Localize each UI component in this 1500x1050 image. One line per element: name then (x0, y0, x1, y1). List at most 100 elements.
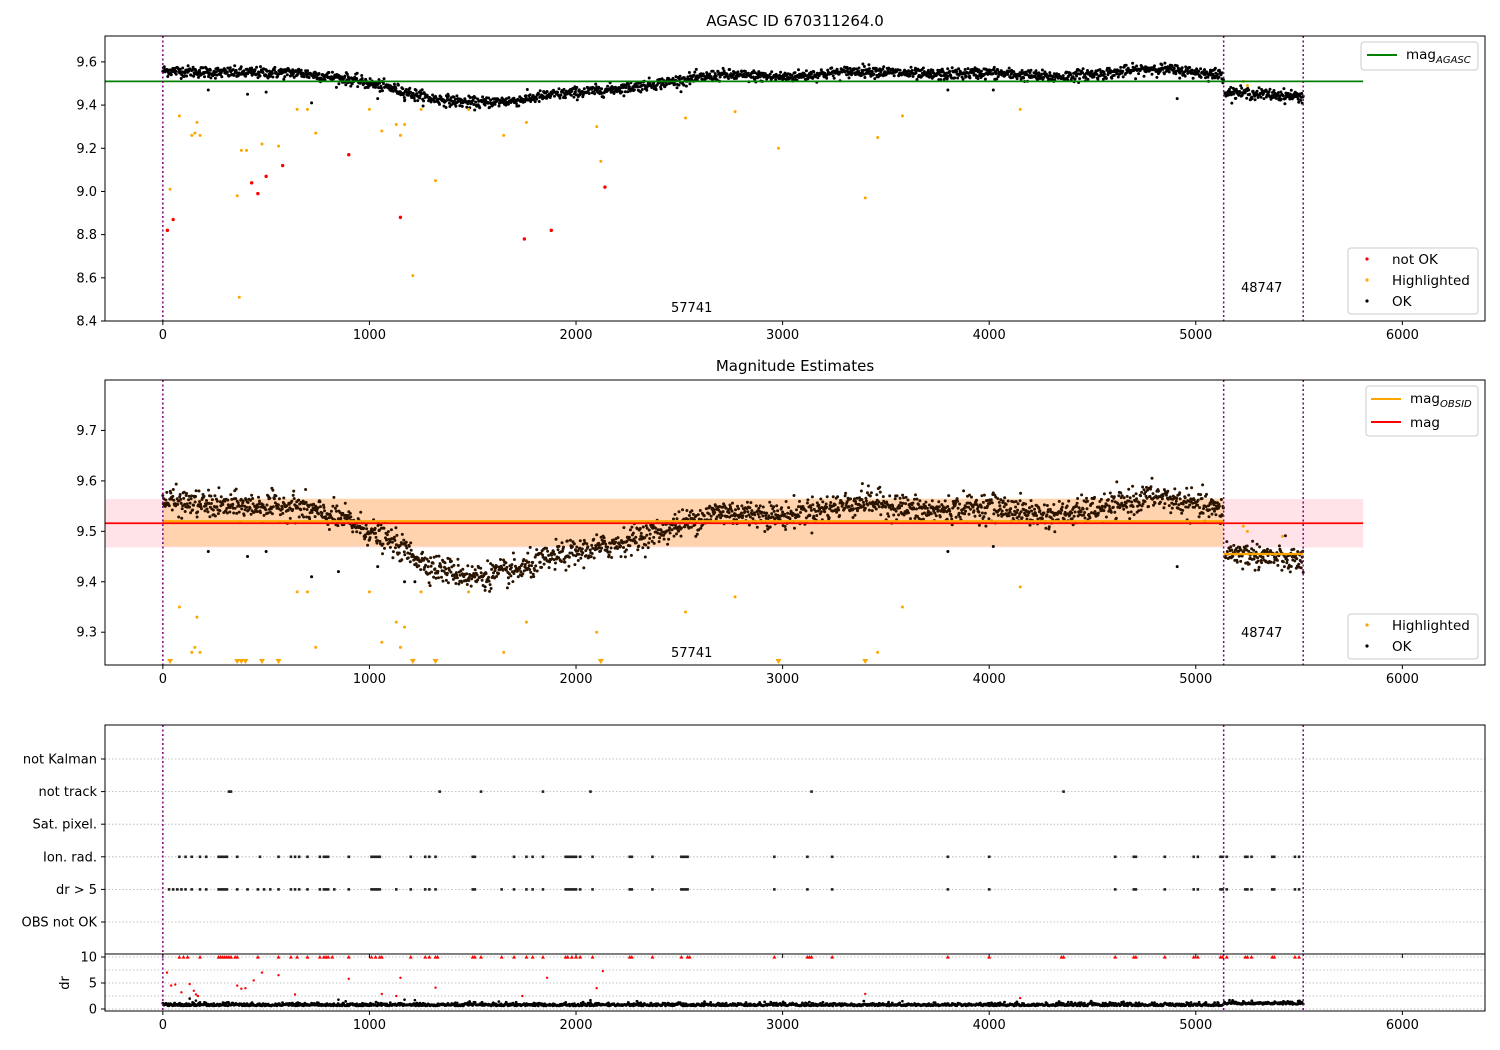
ok-point (779, 70, 783, 74)
flag-mark (500, 888, 503, 891)
ok-point (549, 94, 553, 98)
ok-point (261, 71, 265, 74)
ok-point (359, 510, 363, 514)
ok-point (273, 501, 277, 505)
ok-point (725, 72, 729, 76)
highlighted-point (295, 590, 299, 594)
ok-point (1003, 496, 1007, 500)
ok-point (1206, 75, 1210, 79)
ok-point (876, 502, 880, 506)
ok-point (755, 525, 759, 529)
ok-point (242, 69, 246, 73)
ok-point (811, 76, 815, 80)
ok-point (954, 515, 958, 519)
flag-mark (987, 855, 991, 859)
ok-point (741, 514, 745, 518)
ok-point (672, 534, 676, 538)
ok-point (234, 497, 238, 501)
ok-point (545, 546, 549, 550)
ok-point (171, 488, 175, 491)
ok-point (1020, 516, 1024, 520)
ok-point (505, 565, 509, 569)
panel1-obsid-label-1: 57741 (671, 301, 712, 316)
ok-point (1119, 65, 1123, 69)
ok-point (961, 77, 965, 81)
ok-point (804, 69, 808, 73)
ok-point (1163, 61, 1167, 65)
ok-point (1224, 556, 1228, 560)
ok-point (1245, 544, 1249, 548)
ok-point (453, 97, 457, 101)
ok-point (735, 76, 738, 80)
ok-point (203, 75, 206, 79)
ok-point (333, 506, 337, 510)
ok-point (946, 505, 950, 508)
flag-mark (204, 855, 208, 859)
ok-point (504, 97, 508, 101)
ok-point (888, 494, 892, 498)
ok-point (651, 523, 655, 527)
ok-point (599, 549, 603, 553)
ok-point (404, 88, 408, 91)
ok-point (535, 97, 539, 101)
ok-point (687, 77, 691, 81)
ok-point (374, 531, 377, 535)
ok-point (747, 523, 751, 527)
ok-point (1210, 512, 1214, 516)
ok-point (627, 535, 631, 539)
ok-point (712, 508, 716, 512)
ok-point (1193, 505, 1197, 509)
ok-point (926, 68, 930, 72)
ok-point (886, 512, 890, 516)
ok-point (215, 505, 219, 509)
highlighted-point (595, 630, 599, 634)
ok-point (258, 499, 261, 503)
flag-mark (531, 888, 534, 891)
flag-mark (376, 855, 379, 859)
ok-point (414, 562, 418, 566)
ok-point (1151, 492, 1155, 496)
flag-mark (297, 888, 301, 891)
ok-point (978, 514, 982, 518)
ok-point (1019, 491, 1023, 495)
ok-point (305, 508, 309, 511)
ok-point (645, 533, 649, 537)
highlighted-point (599, 159, 603, 163)
ok-point (1071, 75, 1075, 79)
ok-point (178, 493, 182, 496)
ok-point (452, 563, 456, 567)
ok-point (898, 496, 902, 500)
ok-point (949, 514, 953, 518)
ok-point (409, 548, 413, 552)
x-tick-label: 6000 (1386, 328, 1419, 343)
ok-point (308, 517, 312, 521)
ok-point (312, 502, 316, 506)
ok-point (671, 523, 674, 527)
ok-point (455, 573, 459, 577)
ok-point (452, 573, 456, 577)
ok-point (416, 99, 420, 103)
flag-mark (180, 888, 183, 891)
ok-point (991, 491, 995, 495)
ok-point (248, 506, 252, 510)
ok-point (843, 494, 847, 498)
ok-point (1230, 548, 1234, 552)
ok-point (473, 96, 477, 100)
ok-outlier-point (403, 99, 407, 103)
ok-point (958, 502, 962, 506)
ok-point (1107, 504, 1111, 508)
ok-point (998, 507, 1002, 511)
ok-point (823, 510, 827, 514)
ok-point (955, 497, 959, 501)
ok-point (1147, 505, 1150, 508)
ok-point (383, 546, 386, 550)
ok-point (489, 98, 493, 102)
ok-point (1261, 555, 1265, 559)
ok-point (1285, 561, 1289, 565)
ok-point (1203, 68, 1206, 72)
ok-point (327, 528, 331, 531)
ok-point (1117, 494, 1121, 498)
highlighted-point (776, 146, 780, 150)
ok-point (1176, 506, 1180, 510)
ok-point (647, 528, 651, 532)
